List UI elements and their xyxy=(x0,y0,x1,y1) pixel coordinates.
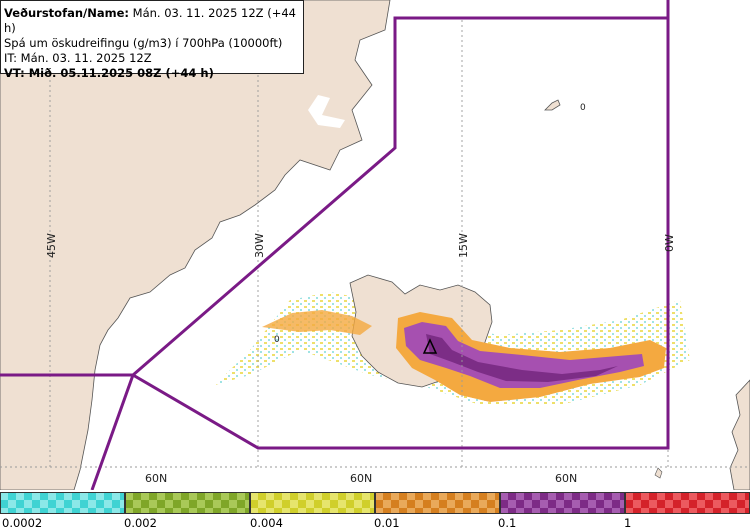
legend-label-0: 0.0002 xyxy=(2,516,43,530)
contour-label-0-a: 0 xyxy=(580,103,586,113)
ash-purple-core xyxy=(426,334,618,382)
concentration-legend xyxy=(0,492,750,514)
lat-label-60n-3: 60N xyxy=(555,472,577,485)
lon-label-30w: 30W xyxy=(253,233,266,258)
legend-label-5: 1 xyxy=(624,516,632,530)
legend-swatch-3 xyxy=(375,492,500,514)
ash-orange-streak xyxy=(262,310,372,335)
product-description: Spá um öskudreifingu (g/m3) í 700hPa (10… xyxy=(4,36,283,50)
legend-swatch-5 xyxy=(625,492,750,514)
volcano-triangle-icon xyxy=(422,338,438,354)
legend-swatch-0 xyxy=(0,492,125,514)
fir-boundary xyxy=(0,0,670,490)
legend-label-1: 0.002 xyxy=(124,516,157,530)
lon-label-0w: 0W xyxy=(663,234,676,252)
jan-mayen-island xyxy=(544,99,561,111)
valid-time: VT: Mið. 05.11.2025 08Z (+44 h) xyxy=(4,66,214,80)
issuer-label: Veðurstofan/Name: xyxy=(4,6,129,20)
legend-label-4: 0.1 xyxy=(498,516,517,530)
contour-label-0-b: 0 xyxy=(274,335,280,345)
legend-label-3: 0.01 xyxy=(374,516,400,530)
forecast-info-box: Veðurstofan/Name: Mán. 03. 11. 2025 12Z … xyxy=(0,0,304,80)
ash-purple-area xyxy=(404,322,644,388)
greenland-fjord xyxy=(308,95,345,128)
greenland-land xyxy=(0,0,391,490)
legend-swatch-4 xyxy=(500,492,625,514)
issue-time: Mán. 03. 11. 2025 12Z (+44 h) xyxy=(4,6,296,35)
faroe-islands xyxy=(654,467,663,479)
lon-label-15w: 15W xyxy=(457,233,470,258)
initial-time: IT: Mán. 03. 11. 2025 12Z xyxy=(4,51,152,65)
ash-forecast-map: 45W 30W 15W 0W 60N 60N 60N 0 0 xyxy=(0,0,750,490)
legend-label-2: 0.004 xyxy=(250,516,283,530)
legend-swatch-2 xyxy=(250,492,375,514)
lat-label-60n-2: 60N xyxy=(350,472,372,485)
lon-label-45w: 45W xyxy=(45,233,58,258)
norway-coast xyxy=(729,379,750,490)
issuer-line: Veðurstofan/Name: Mán. 03. 11. 2025 12Z … xyxy=(4,6,303,36)
lat-label-60n-1: 60N xyxy=(145,472,167,485)
legend-swatch-1 xyxy=(125,492,250,514)
